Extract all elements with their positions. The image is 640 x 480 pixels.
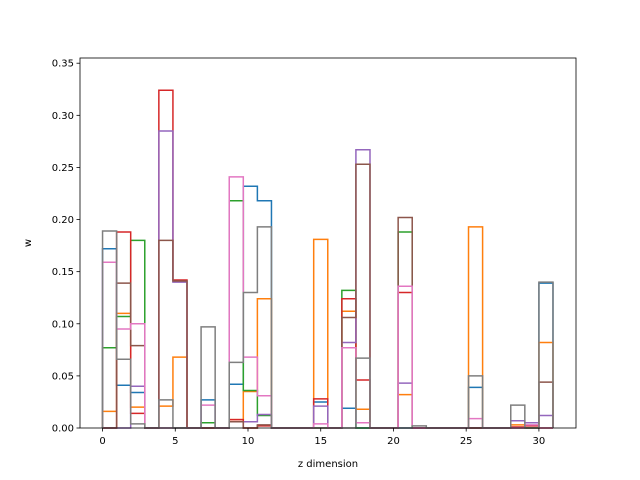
y-axis-label: w bbox=[23, 239, 34, 247]
y-tick-label: 0.05 bbox=[52, 371, 74, 382]
axes-frame bbox=[79, 57, 577, 429]
x-tick-label: 0 bbox=[99, 436, 105, 447]
x-axis-label: z dimension bbox=[298, 459, 358, 470]
y-tick-label: 0.25 bbox=[52, 163, 74, 174]
axes-spines bbox=[79, 57, 577, 429]
y-tick-label: 0.10 bbox=[52, 319, 74, 330]
axis-ticks: 0 5 10 15 20 25 30 0.00 0.05 0.10 0.15 0.20 0.25 0.30… bbox=[52, 59, 546, 447]
x-tick-label: 25 bbox=[460, 436, 473, 447]
series-2-step bbox=[101, 226, 554, 429]
x-tick-label: 10 bbox=[242, 436, 255, 447]
y-tick-label: 0.00 bbox=[52, 424, 74, 435]
y-tick-label: 0.15 bbox=[52, 267, 74, 278]
y-tick-label: 0.30 bbox=[52, 111, 74, 122]
x-tick-label: 15 bbox=[314, 436, 327, 447]
x-tick-label: 5 bbox=[172, 436, 178, 447]
y-tick-label: 0.35 bbox=[52, 59, 74, 70]
y-tick-label: 0.20 bbox=[52, 215, 74, 226]
x-tick-label: 30 bbox=[533, 436, 546, 447]
x-tick-label: 20 bbox=[387, 436, 400, 447]
